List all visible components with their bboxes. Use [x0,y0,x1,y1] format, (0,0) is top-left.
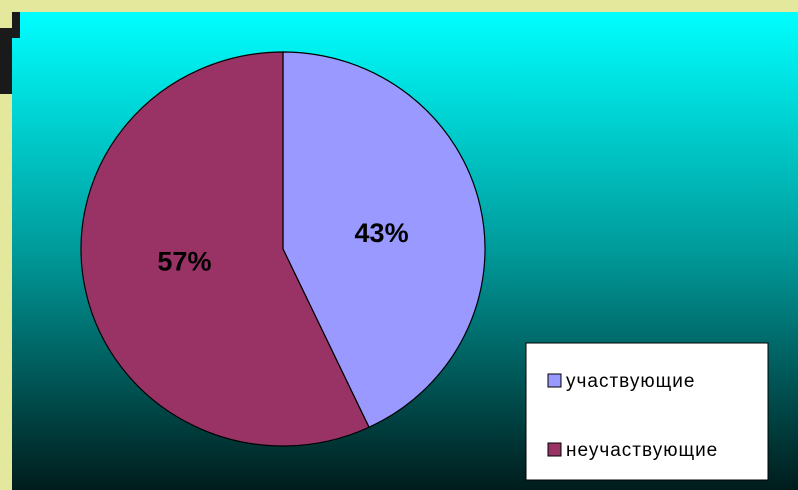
legend-swatch [547,373,562,388]
data-label: 57% [157,246,211,276]
legend-items: участвующие неучаствующие [547,371,718,461]
pie: 43% 57% [80,51,486,447]
legend-label: неучаствующие [566,440,718,461]
legend [525,342,769,481]
corner-block [0,28,12,94]
corner-block [12,12,20,38]
slice [282,51,486,429]
slice [80,51,370,447]
data-label: 43% [355,218,409,248]
legend-swatch [547,442,562,457]
legend-label: участвующие [566,371,695,392]
